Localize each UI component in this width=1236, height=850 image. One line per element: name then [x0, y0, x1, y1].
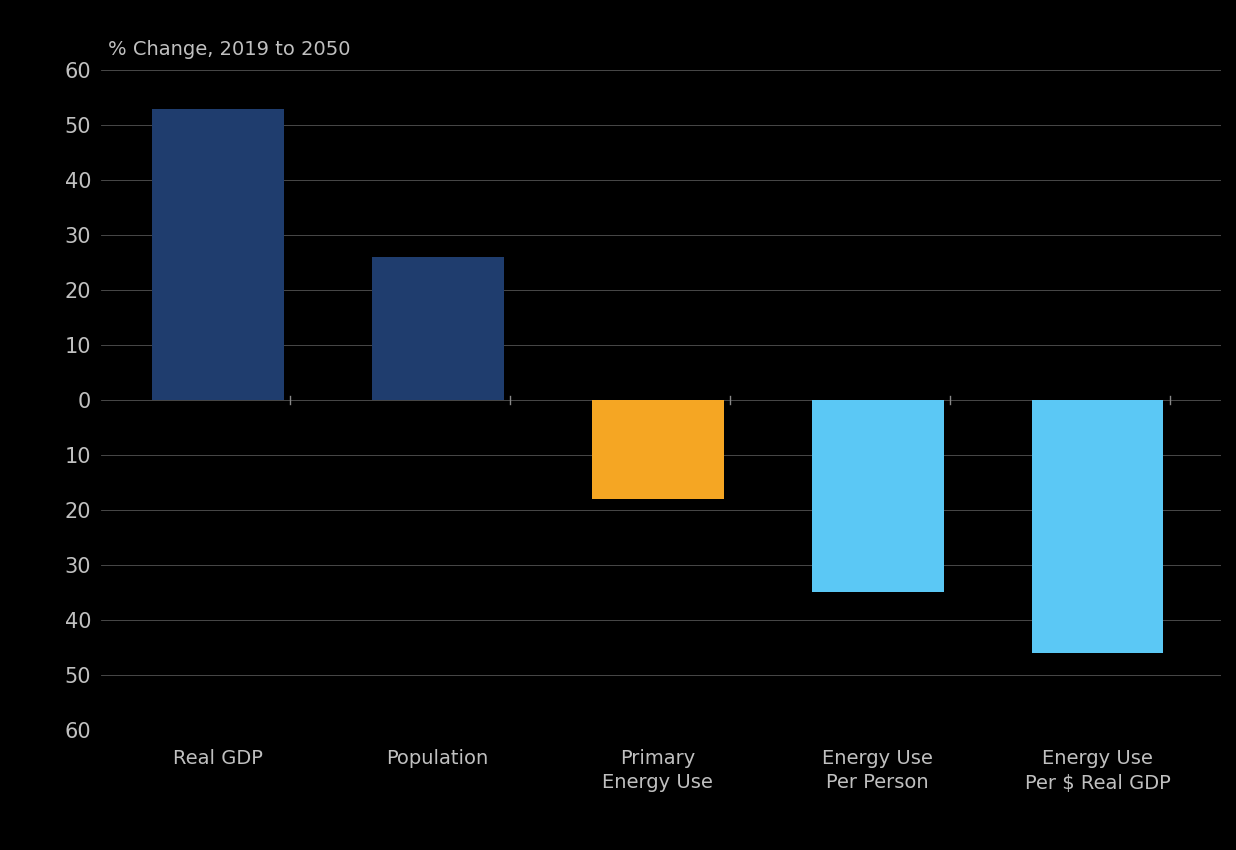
Bar	[812, 400, 943, 592]
Bar	[592, 400, 723, 499]
Bar	[1032, 400, 1163, 653]
Bar	[372, 258, 503, 400]
Bar	[152, 109, 284, 400]
Text: % Change, 2019 to 2050: % Change, 2019 to 2050	[108, 41, 350, 60]
